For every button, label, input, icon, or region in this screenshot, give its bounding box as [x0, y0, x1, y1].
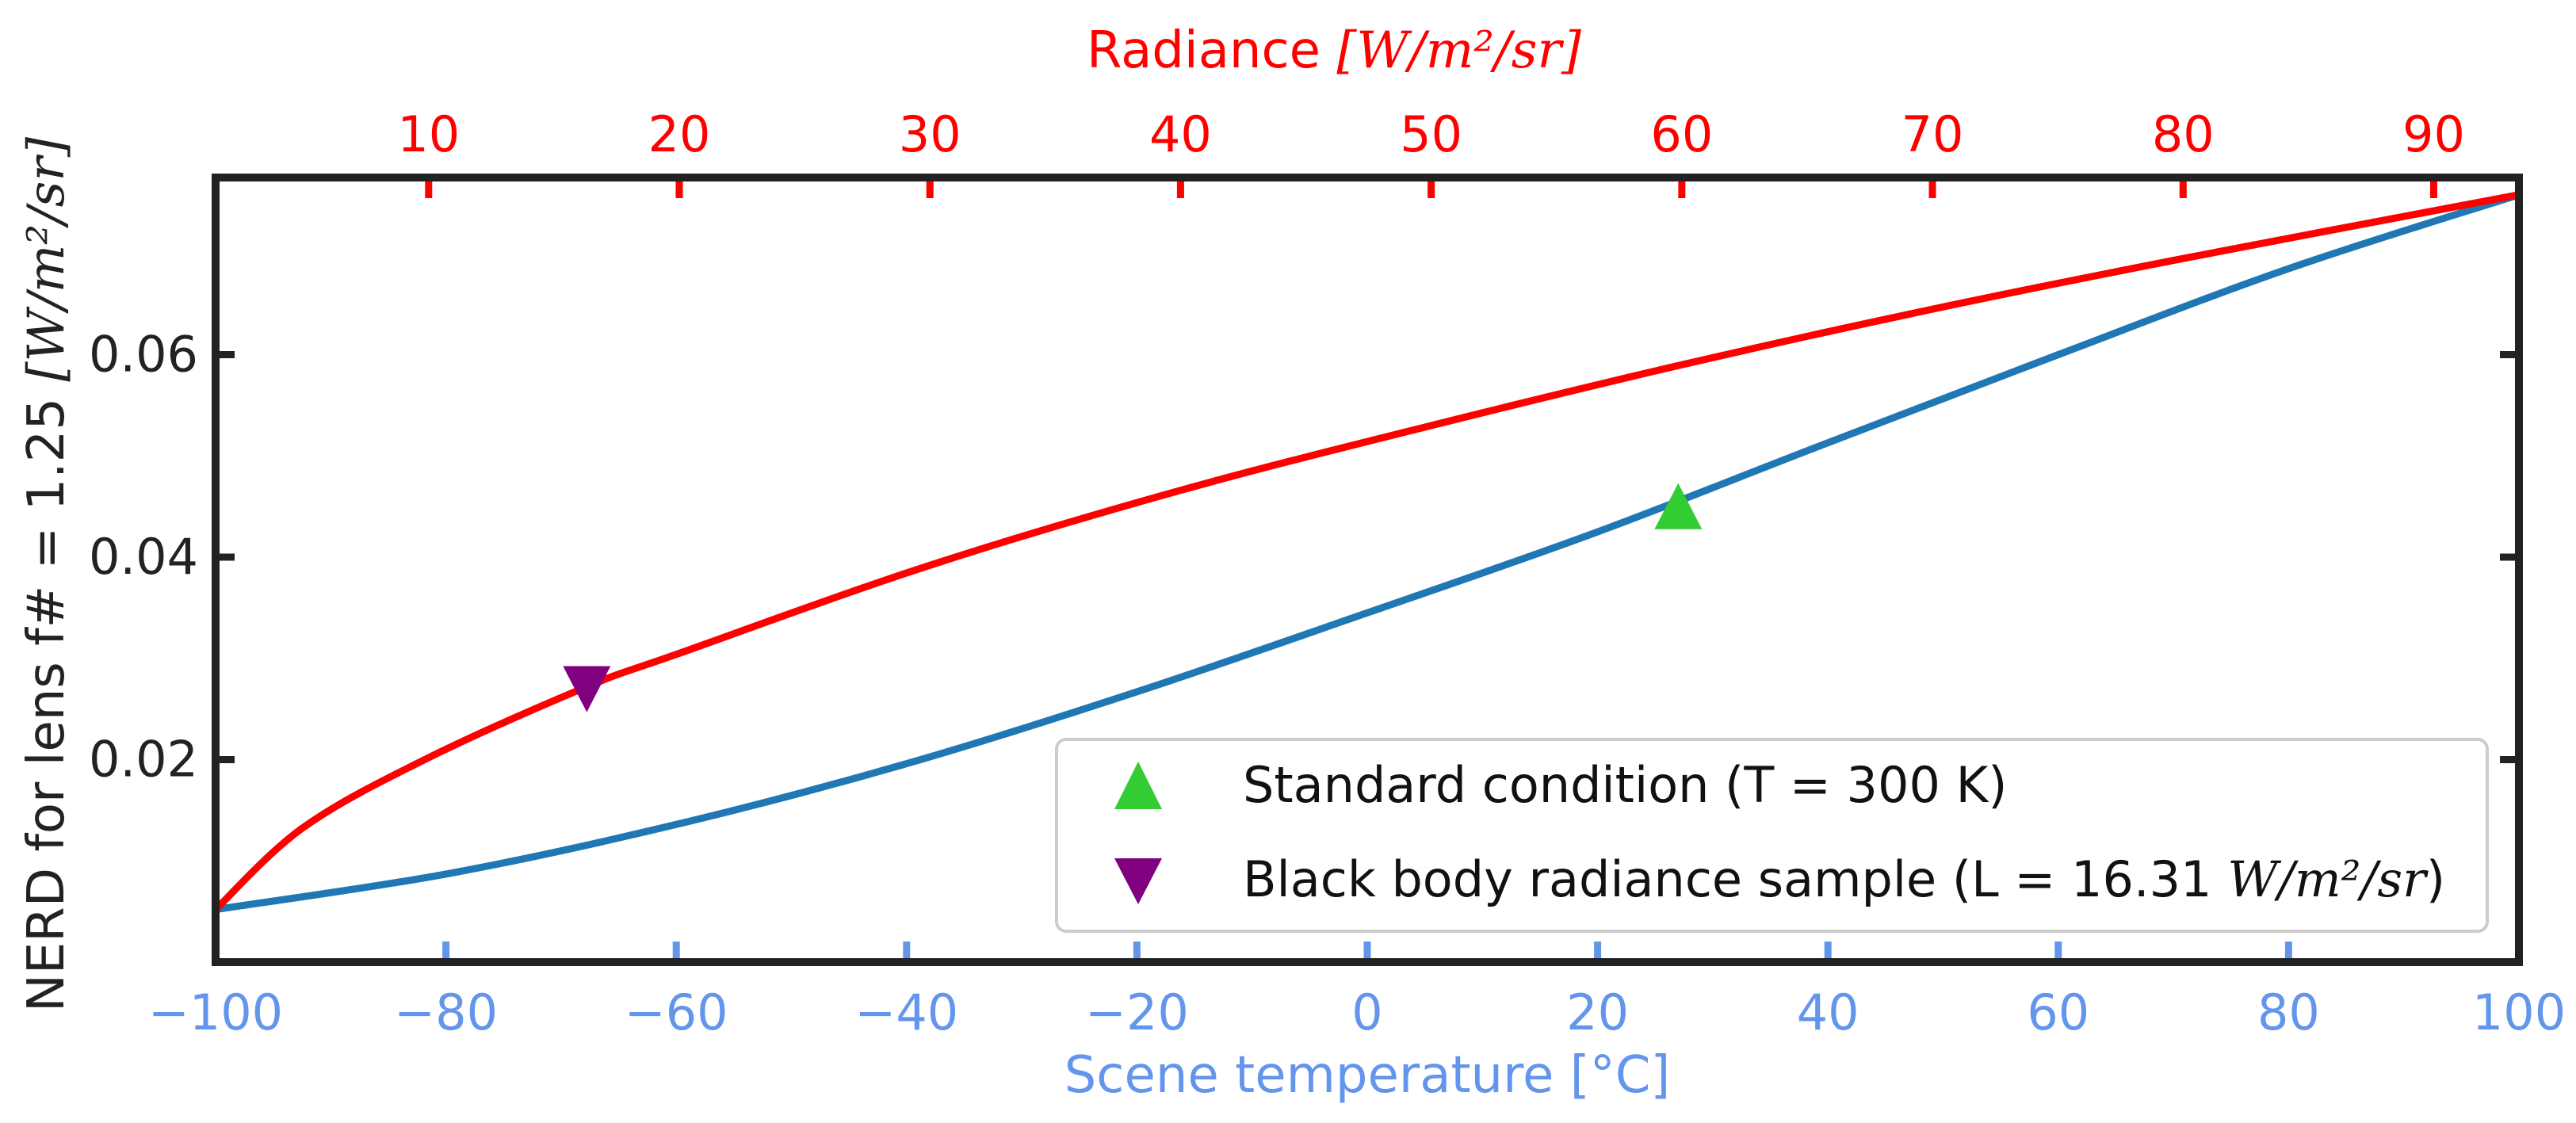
legend-entry-blackbody: Black body radiance sample (L = 16.31 W/… — [1243, 850, 2445, 908]
series-layer — [212, 191, 2521, 914]
top-tick-label: 60 — [1650, 105, 1713, 163]
top-tick-label: 20 — [648, 105, 711, 163]
black-body-sample-marker — [563, 666, 611, 712]
legend: Standard condition (T = 300 K) Black bod… — [1055, 738, 2489, 933]
bottom-tick-label: 0 — [1351, 984, 1382, 1041]
bottom-tick-label: −40 — [854, 984, 958, 1041]
left-tick-label: 0.04 — [89, 528, 198, 586]
top-tick-label: 40 — [1149, 105, 1212, 163]
legend-triangle-up-icon — [1114, 762, 1162, 809]
markers-layer — [563, 483, 1703, 712]
top-tick-label: 90 — [2402, 105, 2465, 163]
top-tick-label: 10 — [397, 105, 460, 163]
bottom-tick-label: 80 — [2257, 984, 2320, 1041]
top-tick-label: 70 — [1901, 105, 1964, 163]
left-tick-label: 0.02 — [89, 731, 198, 789]
legend-entry-standard: Standard condition (T = 300 K) — [1243, 756, 2007, 814]
left-axis-label: NERD for lens f# = 1.25 [W/m²/sr] — [17, 136, 76, 1012]
legend-box — [1055, 738, 2489, 933]
series-line-1 — [215, 191, 2521, 914]
plot-frame — [212, 174, 2523, 966]
top-tick-label: 50 — [1400, 105, 1462, 163]
legend-triangle-down-icon — [1114, 858, 1162, 904]
ticks-layer: −100 −80 −60 −40 −20 0 20 40 60 80 100 10 20 30 40 50 60… — [89, 105, 2566, 1041]
bottom-tick-label: 40 — [1797, 984, 1859, 1041]
top-tick-label: 30 — [899, 105, 961, 163]
bottom-tick-label: −80 — [394, 984, 498, 1041]
left-tick-label: 0.06 — [89, 326, 198, 384]
bottom-tick-label: 100 — [2472, 984, 2566, 1041]
bottom-tick-label: 60 — [2027, 984, 2089, 1041]
bottom-tick-label: −60 — [625, 984, 728, 1041]
standard-condition-marker — [1654, 483, 1703, 529]
bottom-tick-label: −20 — [1085, 984, 1189, 1041]
bottom-axis-label: Scene temperature [°C] — [1064, 1046, 1671, 1105]
bottom-tick-label: 20 — [1566, 984, 1629, 1041]
top-axis-label: Radiance [W/m²/sr] — [1087, 21, 1582, 80]
bottom-tick-label: −100 — [148, 984, 283, 1041]
series-line-2 — [212, 191, 2520, 912]
top-tick-label: 80 — [2152, 105, 2215, 163]
